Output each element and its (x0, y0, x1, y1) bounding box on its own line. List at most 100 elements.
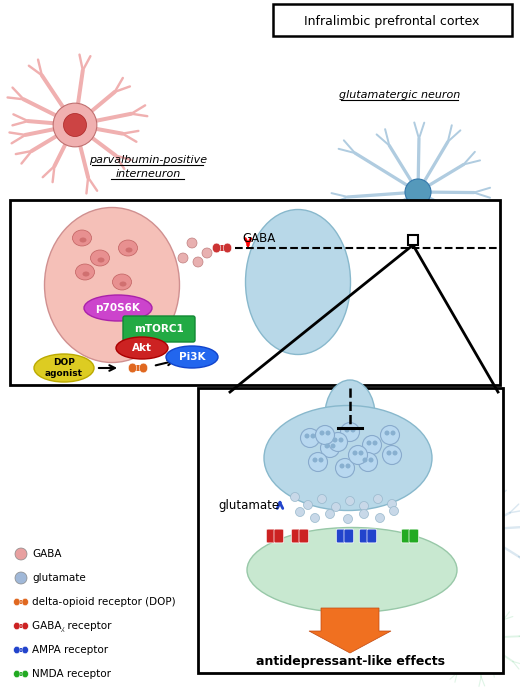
FancyArrow shape (309, 608, 391, 653)
Ellipse shape (326, 510, 334, 519)
Ellipse shape (375, 514, 384, 522)
Ellipse shape (344, 514, 353, 524)
Ellipse shape (335, 458, 355, 477)
Ellipse shape (116, 337, 168, 359)
FancyBboxPatch shape (336, 529, 346, 543)
Ellipse shape (348, 445, 368, 465)
Ellipse shape (247, 528, 457, 612)
FancyBboxPatch shape (344, 529, 354, 543)
Ellipse shape (325, 380, 375, 450)
Ellipse shape (245, 209, 350, 354)
Ellipse shape (291, 493, 300, 501)
Ellipse shape (466, 521, 486, 540)
FancyBboxPatch shape (273, 4, 512, 36)
Text: Akt: Akt (132, 343, 152, 353)
Text: AMPA receptor: AMPA receptor (32, 645, 108, 655)
Ellipse shape (340, 463, 345, 468)
Text: glutamate: glutamate (32, 573, 86, 583)
Ellipse shape (14, 671, 20, 678)
Bar (17, 672, 25, 676)
Ellipse shape (295, 508, 305, 517)
Ellipse shape (308, 452, 328, 472)
Ellipse shape (264, 405, 432, 510)
Ellipse shape (384, 430, 389, 435)
Ellipse shape (22, 598, 29, 606)
Text: DOP
agonist: DOP agonist (45, 358, 83, 378)
Text: antidepressant-like effects: antidepressant-like effects (255, 655, 445, 668)
Ellipse shape (319, 430, 324, 435)
Ellipse shape (391, 430, 396, 435)
Ellipse shape (339, 438, 344, 442)
FancyBboxPatch shape (409, 529, 419, 543)
Ellipse shape (83, 272, 89, 276)
Ellipse shape (22, 622, 29, 630)
FancyBboxPatch shape (274, 529, 284, 543)
Text: Pi3K: Pi3K (179, 352, 205, 362)
Text: parvalbumin-positive: parvalbumin-positive (89, 155, 207, 165)
Ellipse shape (345, 496, 355, 505)
Ellipse shape (362, 458, 368, 463)
Ellipse shape (112, 274, 132, 290)
Ellipse shape (212, 243, 221, 253)
FancyBboxPatch shape (401, 529, 411, 543)
Ellipse shape (471, 631, 486, 645)
Ellipse shape (223, 243, 232, 253)
Ellipse shape (80, 237, 86, 242)
Text: NMDA receptor: NMDA receptor (32, 669, 111, 679)
Ellipse shape (332, 503, 341, 512)
FancyBboxPatch shape (291, 529, 301, 543)
Ellipse shape (393, 451, 397, 456)
Text: GABA⁁ receptor: GABA⁁ receptor (32, 620, 111, 631)
Ellipse shape (84, 295, 152, 321)
Ellipse shape (301, 428, 319, 447)
Ellipse shape (358, 452, 378, 472)
Ellipse shape (353, 451, 358, 456)
Ellipse shape (187, 238, 197, 248)
Ellipse shape (350, 428, 356, 433)
Ellipse shape (373, 494, 383, 503)
Ellipse shape (405, 179, 431, 205)
Ellipse shape (193, 257, 203, 267)
Ellipse shape (369, 458, 373, 463)
Ellipse shape (166, 346, 218, 368)
Ellipse shape (63, 113, 86, 136)
Ellipse shape (15, 572, 27, 584)
Text: mTORC1: mTORC1 (134, 324, 184, 334)
Ellipse shape (345, 428, 349, 433)
Ellipse shape (75, 264, 95, 280)
Ellipse shape (331, 444, 335, 449)
Ellipse shape (305, 433, 309, 438)
Text: glutamate: glutamate (218, 498, 279, 512)
Ellipse shape (120, 281, 126, 286)
Ellipse shape (125, 248, 133, 253)
Text: p70S6K: p70S6K (96, 303, 140, 313)
Ellipse shape (318, 494, 327, 503)
Ellipse shape (22, 671, 29, 678)
Ellipse shape (313, 458, 318, 463)
Ellipse shape (320, 438, 340, 458)
Text: GABA: GABA (32, 549, 61, 559)
Ellipse shape (14, 598, 20, 606)
Ellipse shape (324, 444, 330, 449)
FancyBboxPatch shape (359, 529, 369, 543)
Ellipse shape (381, 426, 399, 444)
Ellipse shape (387, 500, 397, 508)
Bar (17, 600, 25, 604)
Ellipse shape (345, 463, 350, 468)
Ellipse shape (22, 646, 29, 654)
Ellipse shape (329, 433, 347, 452)
Ellipse shape (34, 354, 94, 382)
Text: GABA: GABA (242, 232, 275, 244)
Ellipse shape (341, 423, 359, 442)
FancyBboxPatch shape (367, 529, 376, 543)
Ellipse shape (72, 230, 92, 246)
Ellipse shape (367, 440, 371, 445)
FancyBboxPatch shape (123, 316, 195, 342)
Ellipse shape (304, 500, 313, 510)
Text: Infralimbic prefrontal cortex: Infralimbic prefrontal cortex (304, 15, 479, 27)
Ellipse shape (358, 451, 363, 456)
Text: interneuron: interneuron (115, 169, 180, 179)
Ellipse shape (139, 363, 148, 373)
Ellipse shape (316, 426, 334, 444)
Ellipse shape (310, 514, 319, 522)
